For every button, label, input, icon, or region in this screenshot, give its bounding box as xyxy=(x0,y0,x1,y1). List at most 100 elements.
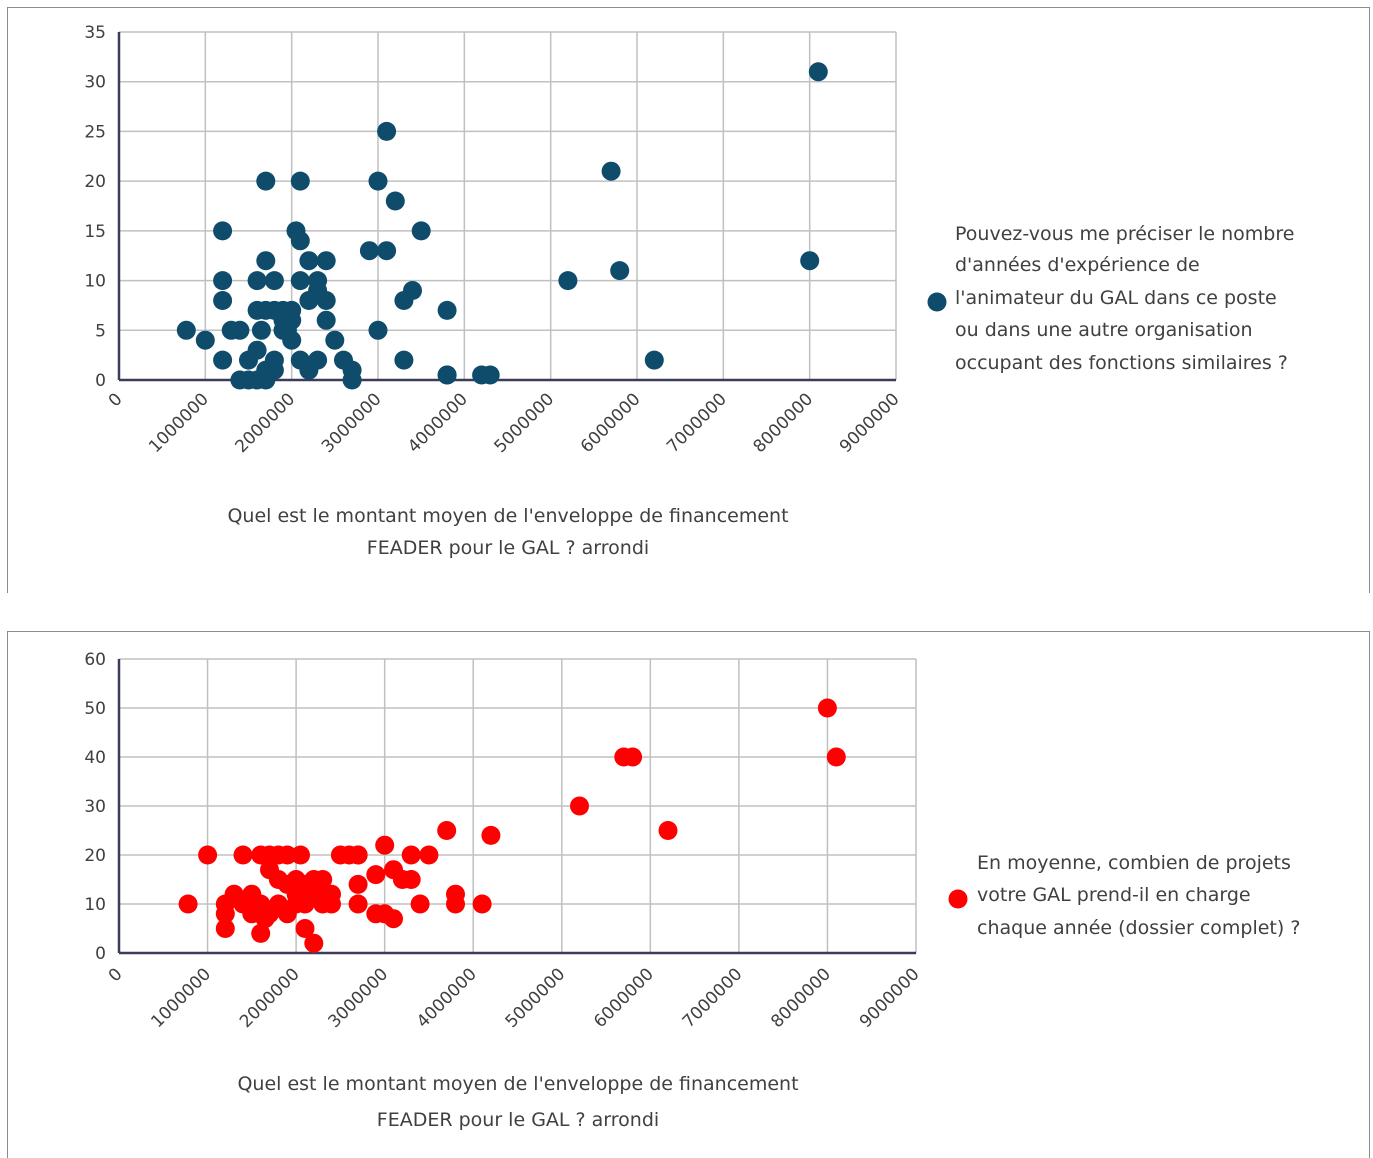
legend-label: d'années d'expérience de xyxy=(955,254,1200,276)
data-point xyxy=(299,251,319,271)
data-point xyxy=(304,933,324,953)
x-tick-label: 8000000 xyxy=(767,964,835,1032)
x-tick-label: 0 xyxy=(105,964,127,986)
data-point xyxy=(826,747,846,767)
data-point xyxy=(410,894,430,914)
data-point xyxy=(256,171,276,191)
x-tick-label: 5000000 xyxy=(502,964,570,1032)
data-point xyxy=(366,865,386,885)
data-point xyxy=(316,310,336,330)
data-point xyxy=(291,845,310,865)
y-tick-label: 5 xyxy=(95,321,106,341)
legend-label: chaque année (dossier complet) ? xyxy=(977,917,1300,939)
legend-label: Pouvez-vous me préciser le nombre xyxy=(955,223,1294,245)
data-point xyxy=(247,340,267,360)
legend-label: occupant des fonctions similaires ? xyxy=(955,352,1288,374)
x-tick-label: 1000000 xyxy=(147,964,215,1032)
data-point xyxy=(215,919,235,938)
data-point xyxy=(316,291,336,310)
data-point xyxy=(308,350,328,370)
data-point xyxy=(316,251,336,271)
x-tick-label: 2000000 xyxy=(232,389,300,457)
chart-panel-experience: 0 5 10 15 20 25 30 35 0 1000000 2000000 3000000 4000… xyxy=(7,7,1370,593)
y-tick-label: 30 xyxy=(84,797,106,817)
x-tick-label: 1000000 xyxy=(145,389,213,457)
data-point xyxy=(195,330,215,350)
y-tick-label: 0 xyxy=(95,944,106,964)
legend-label: ou dans une autre organisation xyxy=(955,319,1253,341)
data-point xyxy=(570,796,589,816)
data-point xyxy=(419,845,439,865)
data-point xyxy=(342,360,362,380)
data-point xyxy=(817,698,837,718)
data-point xyxy=(348,845,368,865)
data-point xyxy=(411,221,431,241)
x-tick-label: 7000000 xyxy=(679,964,747,1032)
data-point xyxy=(401,845,421,865)
data-point xyxy=(481,825,501,845)
y-tick-label: 30 xyxy=(84,73,106,93)
data-point xyxy=(394,350,414,370)
x-tick-label: 0 xyxy=(105,389,127,411)
x-tick-label: 4000000 xyxy=(404,389,472,457)
data-point xyxy=(623,747,643,767)
data-point xyxy=(368,171,388,191)
data-point xyxy=(176,320,196,340)
data-point xyxy=(644,350,664,370)
data-point xyxy=(290,231,310,251)
grid xyxy=(118,31,897,381)
legend-label: En moyenne, combien de projets xyxy=(977,852,1291,874)
data-point xyxy=(282,310,302,330)
x-tick-label: 6000000 xyxy=(590,964,658,1032)
chart-experience: 0 5 10 15 20 25 30 35 0 1000000 2000000 3000000 4000… xyxy=(84,23,1294,559)
data-point xyxy=(437,300,457,320)
data-point xyxy=(213,350,233,370)
legend-marker xyxy=(948,889,968,909)
data-point xyxy=(313,870,333,889)
x-tick-label: 5000000 xyxy=(491,389,559,457)
x-tick-label: 3000000 xyxy=(318,389,386,457)
x-axis-title: Quel est le montant moyen de l'enveloppe… xyxy=(227,505,788,527)
chart-panel-projects: 0 10 20 30 40 50 60 0 1000000 2000000 3000000 40000… xyxy=(7,631,1370,1158)
data-point xyxy=(256,251,276,271)
x-axis-title: FEADER pour le GAL ? arrondi xyxy=(367,537,649,559)
data-point xyxy=(558,271,578,291)
data-point xyxy=(213,271,233,291)
data-point xyxy=(325,330,345,350)
data-point xyxy=(377,241,397,261)
data-point xyxy=(247,271,267,291)
data-point xyxy=(198,845,218,865)
data-point xyxy=(368,320,388,340)
x-tick-label: 6000000 xyxy=(577,389,645,457)
x-tick-label: 3000000 xyxy=(325,964,393,1032)
y-tick-label: 0 xyxy=(95,371,106,391)
data-point xyxy=(601,161,621,181)
legend-label: votre GAL prend-il en charge xyxy=(977,884,1251,906)
data-point xyxy=(800,251,820,271)
data-point xyxy=(282,330,302,350)
y-tick-label: 15 xyxy=(84,222,106,242)
y-tick-label: 10 xyxy=(84,272,106,292)
x-axis-title: Quel est le montant moyen de l'enveloppe… xyxy=(237,1073,798,1095)
legend-marker xyxy=(927,292,947,312)
data-point xyxy=(290,171,310,191)
data-point xyxy=(437,821,457,840)
x-tick-label: 4000000 xyxy=(413,964,481,1032)
chart-projects: 0 10 20 30 40 50 60 0 1000000 2000000 3000000 40000… xyxy=(84,650,1300,1131)
y-tick-label: 20 xyxy=(84,846,106,866)
data-point xyxy=(446,894,465,914)
y-tick-label: 40 xyxy=(84,748,106,768)
data-point xyxy=(480,365,500,385)
data-point xyxy=(472,894,492,914)
y-tick-label: 60 xyxy=(84,650,106,670)
data-point xyxy=(384,909,403,929)
x-tick-label: 9000000 xyxy=(836,389,904,457)
data-point xyxy=(230,320,250,340)
y-tick-label: 10 xyxy=(84,895,106,915)
data-point xyxy=(277,845,297,865)
data-point xyxy=(658,821,678,840)
series-points xyxy=(176,62,828,390)
data-point xyxy=(348,894,368,914)
x-tick-label: 2000000 xyxy=(236,964,304,1032)
data-point xyxy=(403,281,422,300)
